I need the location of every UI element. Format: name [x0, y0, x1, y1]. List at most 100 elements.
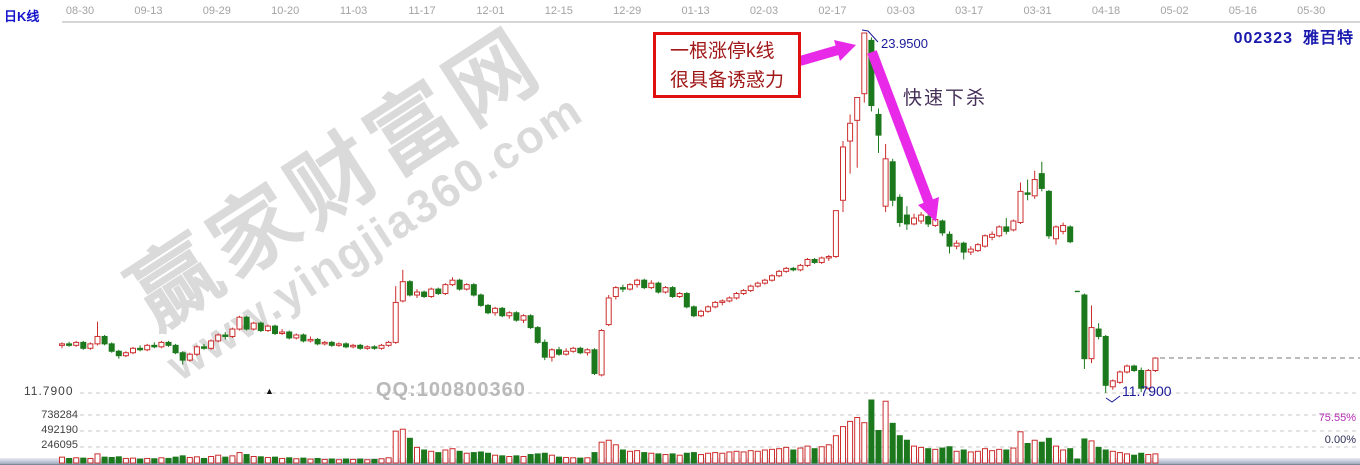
- candlestick: [222, 334, 229, 337]
- volume-bar: [1131, 454, 1138, 464]
- candlestick: [982, 235, 988, 247]
- candlestick: [236, 316, 243, 330]
- candlestick: [1003, 226, 1010, 232]
- volume-bar: [563, 456, 570, 464]
- candlestick: [1131, 365, 1138, 372]
- candlestick: [499, 307, 506, 317]
- candlestick: [974, 244, 981, 252]
- volume-bar: [201, 457, 207, 464]
- candlestick: [797, 264, 804, 271]
- candlestick: [634, 279, 641, 286]
- volume-bar: [151, 458, 158, 464]
- volume-bar: [300, 457, 307, 464]
- volume-bar: [350, 458, 357, 464]
- percent-low-label: 0.00%: [1324, 434, 1356, 446]
- volume-bar: [101, 456, 108, 464]
- volume-bar: [1024, 442, 1031, 464]
- volume-bar: [172, 456, 179, 464]
- volume-bar: [769, 448, 775, 464]
- stock-code: 002323: [1233, 30, 1293, 47]
- volume-bar: [946, 446, 953, 464]
- volume-bar: [1067, 448, 1074, 464]
- stock-name: 雅百特: [1302, 30, 1354, 47]
- volume-bar: [854, 416, 861, 464]
- candlestick: [1045, 190, 1052, 237]
- date-tick-label: 09-13: [134, 5, 163, 17]
- candlestick: [1031, 179, 1038, 197]
- candlestick: [804, 258, 811, 266]
- candlestick: [442, 284, 449, 295]
- volume-bar: [776, 448, 783, 464]
- volume-bar: [641, 452, 648, 464]
- date-tick-label: 03-31: [1023, 5, 1052, 17]
- candlestick: [1152, 357, 1159, 372]
- volume-bar: [158, 457, 165, 464]
- volume-bar: [882, 400, 889, 464]
- candlestick: [563, 350, 570, 355]
- candlestick: [385, 341, 392, 346]
- volume-bar: [634, 450, 641, 464]
- volume-bar: [442, 449, 449, 464]
- candlestick: [215, 334, 222, 342]
- candlestick: [769, 275, 775, 281]
- volume-bar: [953, 450, 960, 464]
- annotation-box: 一根涨停k线 很具备诱惑力: [653, 32, 801, 98]
- candlestick: [477, 294, 484, 306]
- volume-bar: [932, 448, 939, 464]
- volume-bar: [967, 451, 974, 464]
- volume-bar: [137, 458, 144, 464]
- date-tick-label: 03-17: [955, 5, 984, 17]
- volume-bar: [1109, 450, 1116, 464]
- candlestick: [158, 341, 165, 348]
- date-tick-label: 01-13: [681, 5, 710, 17]
- candlestick: [378, 344, 385, 349]
- volume-bar: [243, 454, 250, 464]
- volume-bar: [712, 452, 719, 464]
- candlestick: [690, 306, 697, 317]
- volume-bar: [130, 457, 136, 464]
- candlestick: [201, 346, 207, 349]
- volume-bar: [705, 452, 712, 464]
- candlestick: [627, 284, 633, 290]
- annotation-line1: 一根涨停k线: [670, 41, 775, 62]
- date-tick-label: 08-30: [65, 5, 95, 17]
- candlestick: [463, 284, 470, 290]
- volume-bar: [676, 454, 683, 464]
- candlestick: [350, 344, 357, 348]
- candlestick: [108, 343, 115, 352]
- candlestick: [570, 347, 577, 352]
- volume-bar: [982, 448, 988, 464]
- volume-bar: [293, 458, 300, 464]
- candlestick: [399, 281, 406, 302]
- candlestick: [790, 267, 797, 271]
- volume-bar: [726, 451, 733, 464]
- candlestick: [314, 338, 321, 345]
- candlestick: [648, 282, 655, 289]
- volume-bar: [250, 455, 257, 464]
- candlestick: [591, 349, 598, 374]
- volume-bar: [570, 457, 577, 464]
- volume-bar: [619, 449, 626, 464]
- volume-bar: [1138, 452, 1145, 464]
- volume-bar: [492, 454, 499, 464]
- volume-bar: [584, 457, 591, 464]
- candlestick: [669, 287, 676, 297]
- candlestick: [1038, 173, 1045, 189]
- volume-bar: [1124, 453, 1130, 464]
- candlestick: [1067, 226, 1074, 243]
- volume-bar: [506, 455, 513, 464]
- candlestick: [1081, 294, 1088, 360]
- candlestick: [264, 325, 271, 332]
- candlestick: [598, 330, 605, 376]
- candlestick: [243, 316, 250, 330]
- volume-bar: [939, 447, 946, 464]
- candlestick: [470, 284, 477, 296]
- volume-bar: [740, 451, 747, 464]
- candlestick: [662, 287, 669, 293]
- volume-bar: [80, 457, 87, 464]
- candlestick: [541, 341, 548, 358]
- volume-bar: [1060, 449, 1067, 464]
- volume-bar: [264, 456, 271, 464]
